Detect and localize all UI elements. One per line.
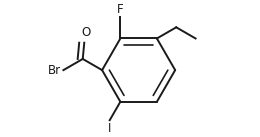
Text: F: F	[117, 3, 124, 16]
Text: O: O	[82, 26, 91, 39]
Text: Br: Br	[48, 64, 61, 77]
Text: I: I	[108, 122, 111, 135]
